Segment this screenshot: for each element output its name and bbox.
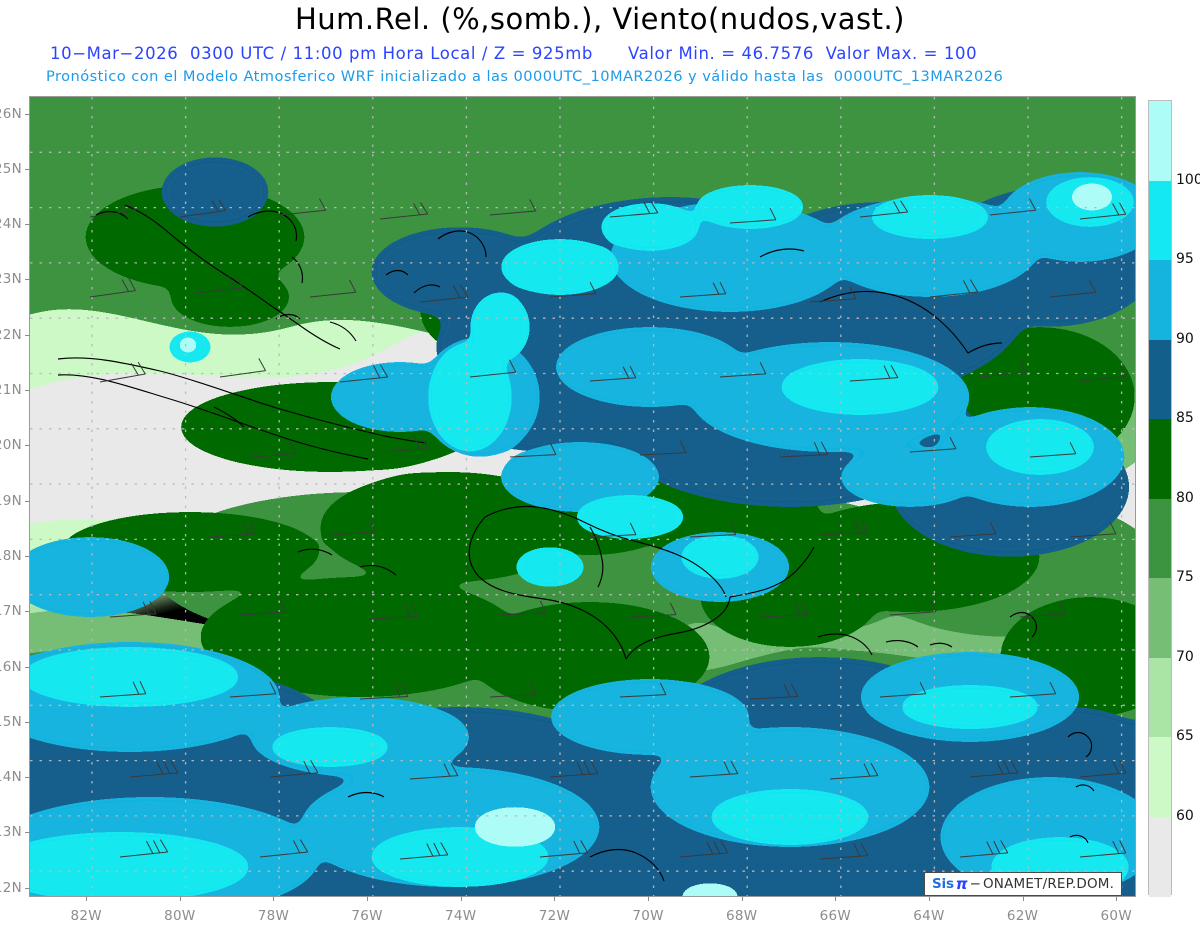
lon-tick-mark bbox=[179, 896, 181, 901]
lat-tick-mark bbox=[25, 887, 30, 889]
colorbar-segment bbox=[1149, 260, 1171, 341]
wind-barbs bbox=[89, 198, 1127, 860]
lat-tick-mark bbox=[25, 445, 30, 447]
watermark-dash: − bbox=[969, 876, 981, 892]
lat-tick-mark bbox=[25, 721, 30, 723]
lat-tick-label: 17N bbox=[0, 603, 22, 620]
lon-tick-mark bbox=[648, 896, 650, 901]
shaded-contours bbox=[30, 97, 1135, 896]
colorbar-segment bbox=[1149, 419, 1171, 500]
page-title: Hum.Rel. (%,somb.), Viento(nudos,vast.) bbox=[295, 2, 905, 36]
colorbar-tick-label: 80 bbox=[1176, 489, 1194, 506]
lat-tick-label: 22N bbox=[0, 326, 22, 343]
lon-tick-label: 70W bbox=[632, 908, 664, 924]
lat-tick-mark bbox=[25, 279, 30, 281]
lat-tick-label: 18N bbox=[0, 547, 22, 564]
colorbar-segment bbox=[1149, 180, 1171, 261]
lat-tick-mark bbox=[25, 611, 30, 613]
lat-tick-mark bbox=[25, 168, 30, 170]
lon-tick-label: 66W bbox=[819, 908, 852, 924]
lon-tick-label: 74W bbox=[445, 908, 477, 924]
lon-tick-label: 64W bbox=[913, 908, 945, 924]
lon-tick-mark bbox=[86, 896, 88, 901]
lat-tick-mark bbox=[25, 500, 30, 502]
forecast-meta-line: 10−Mar−2026 0300 UTC / 11:00 pm Hora Loc… bbox=[50, 44, 978, 63]
lat-tick-label: 15N bbox=[0, 713, 22, 730]
longitude-axis: 82W 80W 78W 76W 74W 72W 70W 68W 66W 64W 62W 60W bbox=[30, 896, 1135, 926]
lat-tick-mark bbox=[25, 390, 30, 392]
lat-tick-label: 13N bbox=[0, 824, 22, 841]
lon-tick-label: 80W bbox=[164, 908, 196, 924]
lat-tick-mark bbox=[25, 777, 30, 779]
lat-tick-label: 24N bbox=[0, 216, 22, 233]
lon-tick-label: 62W bbox=[1006, 908, 1039, 924]
colorbar-segment bbox=[1149, 339, 1171, 420]
lat-tick-label: 16N bbox=[0, 658, 22, 675]
lat-tick-label: 23N bbox=[0, 271, 22, 288]
colorbar[interactable] bbox=[1148, 100, 1172, 897]
lat-tick-label: 26N bbox=[0, 105, 22, 122]
colorbar-tick-label: 100 bbox=[1176, 171, 1200, 188]
lat-tick-label: 19N bbox=[0, 492, 22, 509]
lat-tick-mark bbox=[25, 666, 30, 668]
lon-tick-mark bbox=[367, 896, 369, 901]
lon-tick-label: 76W bbox=[351, 908, 383, 924]
lon-tick-mark bbox=[835, 896, 837, 901]
map-gridlines bbox=[30, 97, 1135, 896]
colorbar-tick-label: 85 bbox=[1176, 410, 1194, 426]
lat-tick-label: 25N bbox=[0, 160, 22, 177]
lat-tick-mark bbox=[25, 224, 30, 226]
brand-sis-label: Sis bbox=[932, 876, 954, 892]
lat-tick-mark bbox=[25, 832, 30, 834]
lon-tick-label: 82W bbox=[70, 908, 102, 924]
watermark-org-label: ONAMET/REP.DOM. bbox=[982, 876, 1115, 892]
lon-tick-mark bbox=[554, 896, 556, 901]
watermark-onamet: Sis π − ONAMET/REP.DOM. bbox=[924, 872, 1123, 896]
colorbar-segment bbox=[1149, 737, 1171, 818]
colorbar-tick-label: 90 bbox=[1176, 330, 1194, 347]
colorbar-tick-label: 65 bbox=[1176, 728, 1194, 744]
lat-tick-label: 21N bbox=[0, 382, 22, 399]
colorbar-tick-label: 60 bbox=[1176, 807, 1194, 824]
lat-tick-label: 20N bbox=[0, 437, 22, 454]
colorbar-tick-label: 95 bbox=[1176, 251, 1194, 267]
colorbar-segment bbox=[1149, 578, 1171, 659]
lon-tick-mark bbox=[460, 896, 462, 901]
brand-pi-icon: π bbox=[955, 875, 968, 893]
colorbar-tick-label: 70 bbox=[1176, 648, 1194, 665]
colorbar-tick-label: 75 bbox=[1176, 569, 1194, 585]
coastlines bbox=[57, 204, 1095, 882]
humidity-field-svg bbox=[30, 97, 1135, 896]
lat-tick-mark bbox=[25, 555, 30, 557]
colorbar-segment bbox=[1149, 498, 1171, 579]
lon-tick-label: 72W bbox=[538, 908, 571, 924]
lat-tick-mark bbox=[25, 113, 30, 115]
map-plot-area[interactable] bbox=[29, 96, 1136, 897]
latitude-axis: 26N 25N 24N 23N 22N 21N 20N 19N 18N 17N 16N 15N 14N 1… bbox=[0, 97, 30, 896]
lon-tick-mark bbox=[273, 896, 275, 901]
lon-tick-label: 60W bbox=[1100, 908, 1132, 924]
model-description-line: Pronóstico con el Modelo Atmosferico WRF… bbox=[46, 68, 1004, 85]
lon-tick-mark bbox=[741, 896, 743, 901]
lat-tick-mark bbox=[25, 334, 30, 336]
lat-tick-label: 14N bbox=[0, 769, 22, 786]
colorbar-segment bbox=[1149, 657, 1171, 738]
lon-tick-label: 78W bbox=[257, 908, 290, 924]
lon-tick-mark bbox=[1022, 896, 1024, 901]
lon-tick-label: 68W bbox=[725, 908, 758, 924]
lon-tick-mark bbox=[928, 896, 930, 901]
lon-tick-mark bbox=[1116, 896, 1118, 901]
colorbar-segment bbox=[1149, 101, 1171, 182]
colorbar-segment bbox=[1149, 816, 1171, 897]
lat-tick-label: 12N bbox=[0, 879, 22, 896]
